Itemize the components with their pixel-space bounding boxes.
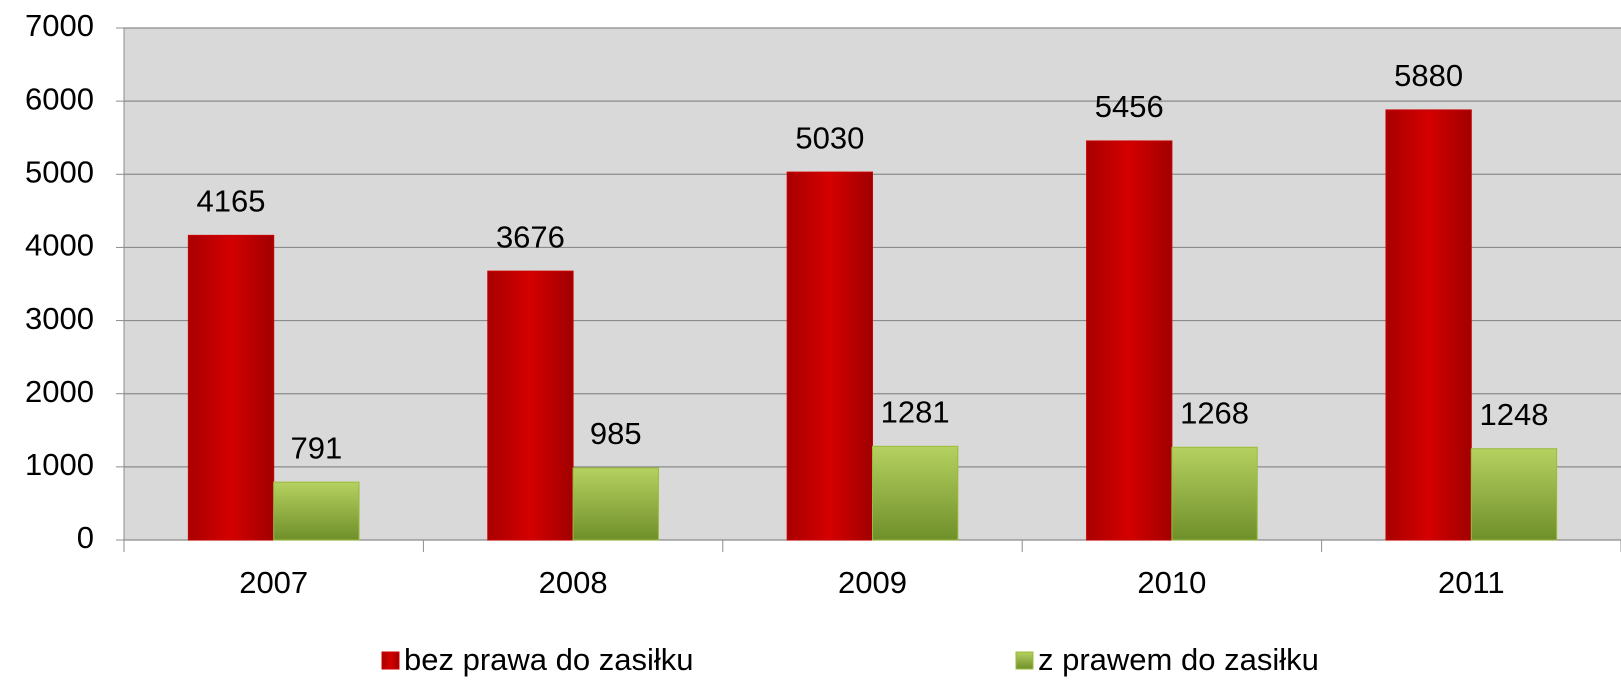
bar: [1171, 446, 1258, 541]
data-label: 791: [290, 430, 342, 465]
bar: [572, 467, 659, 541]
x-tick-label: 2007: [239, 565, 308, 600]
data-label: 3676: [496, 219, 565, 254]
data-label: 1281: [881, 394, 950, 429]
x-tick-label: 2010: [1137, 565, 1206, 600]
data-label: 985: [590, 416, 642, 451]
bar: [487, 270, 574, 541]
bar: [187, 234, 275, 541]
legend-marker: [381, 651, 400, 670]
legend-marker: [1015, 651, 1034, 670]
data-label: 5030: [795, 120, 864, 155]
x-tick-label: 2009: [838, 565, 907, 600]
y-tick-label: 7000: [25, 8, 94, 43]
y-tick-label: 0: [77, 520, 94, 555]
data-label: 1248: [1479, 397, 1548, 432]
y-tick-label: 4000: [25, 228, 94, 263]
x-tick-label: 2011: [1438, 565, 1505, 600]
y-tick-label: 3000: [25, 301, 94, 336]
x-tick-label: 2008: [539, 565, 608, 600]
y-tick-label: 1000: [25, 447, 94, 482]
legend-label: z prawem do zasiłku: [1038, 642, 1319, 677]
data-label: 4165: [197, 184, 266, 219]
bar: [1385, 109, 1472, 541]
bar: [786, 171, 874, 541]
bar: [1086, 140, 1173, 541]
y-tick-label: 5000: [25, 154, 94, 189]
bar: [273, 481, 360, 541]
data-label: 5456: [1095, 89, 1164, 124]
legend-label: bez prawa do zasiłku: [404, 642, 694, 677]
y-tick-label: 2000: [25, 374, 94, 409]
data-label: 5880: [1394, 58, 1463, 93]
bar: [1470, 448, 1558, 541]
data-label: 1268: [1180, 395, 1249, 430]
bar: [872, 445, 959, 541]
y-tick-label: 6000: [25, 81, 94, 116]
